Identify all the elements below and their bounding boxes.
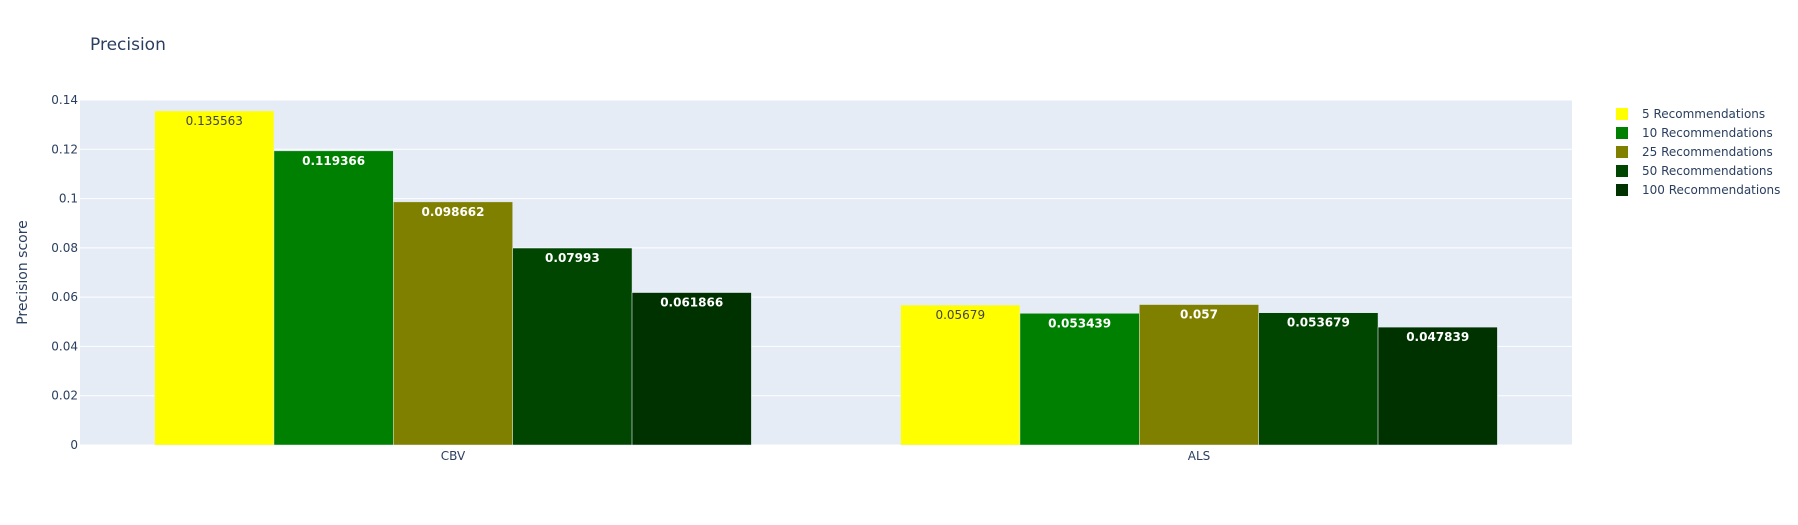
bar [1258, 312, 1379, 446]
legend-label: 50 Recommendations [1642, 164, 1773, 178]
bars: 0.135563 0.119366 0.098662 0.07993 0.061866 0… [154, 110, 1498, 446]
x-tick-label: ALS [1188, 449, 1211, 463]
bar-data-label: 0.061866 [660, 296, 723, 310]
legend-item: 5 Recommendations [1616, 107, 1765, 121]
legend-swatch [1616, 165, 1628, 177]
legend-swatch [1616, 127, 1628, 139]
y-tick-label: 0.06 [51, 290, 78, 304]
legend-swatch [1616, 146, 1628, 158]
y-tick-label: 0.1 [59, 192, 78, 206]
bar-data-label: 0.053679 [1287, 316, 1350, 330]
legend: 5 Recommendations 10 Recommendations 25 Re… [1616, 107, 1780, 197]
bar [900, 304, 1021, 446]
legend-swatch [1616, 184, 1628, 196]
bar-data-label: 0.047839 [1406, 330, 1469, 344]
legend-item: 50 Recommendations [1616, 164, 1773, 178]
bar [393, 201, 513, 446]
bar-data-label: 0.05679 [935, 308, 985, 322]
chart-title: Precision [90, 35, 166, 55]
bar [1139, 304, 1259, 446]
y-tick-label: 0.04 [51, 339, 78, 353]
bar [1019, 313, 1140, 446]
bar [631, 292, 752, 446]
y-tick-label: 0.14 [51, 93, 78, 107]
legend-label: 25 Recommendations [1642, 145, 1773, 159]
bar-data-label: 0.135563 [186, 114, 243, 128]
bar [1377, 326, 1498, 446]
y-axis-title: Precision score [15, 220, 31, 325]
bar-data-label: 0.07993 [545, 251, 600, 265]
bar [273, 150, 394, 446]
x-axis-ticks: CBV ALS [441, 449, 1210, 463]
bar [154, 110, 275, 446]
legend-item: 10 Recommendations [1616, 126, 1773, 140]
y-tick-label: 0.02 [51, 389, 78, 403]
legend-label: 100 Recommendations [1642, 183, 1780, 197]
bar-data-label: 0.119366 [302, 154, 365, 168]
y-axis-ticks: 0 0.02 0.04 0.06 0.08 0.1 0.12 0.14 [51, 93, 78, 452]
bar-data-label: 0.098662 [421, 205, 484, 219]
bar-data-label: 0.053439 [1048, 316, 1111, 330]
legend-label: 5 Recommendations [1642, 107, 1765, 121]
y-tick-label: 0.12 [51, 142, 78, 156]
legend-swatch [1616, 108, 1628, 120]
bar-data-label: 0.057 [1180, 308, 1218, 322]
legend-item: 25 Recommendations [1616, 145, 1773, 159]
bar [512, 247, 633, 446]
legend-item: 100 Recommendations [1616, 183, 1780, 197]
y-tick-label: 0 [70, 438, 78, 452]
y-tick-label: 0.08 [51, 241, 78, 255]
x-tick-label: CBV [441, 449, 466, 463]
legend-label: 10 Recommendations [1642, 126, 1773, 140]
